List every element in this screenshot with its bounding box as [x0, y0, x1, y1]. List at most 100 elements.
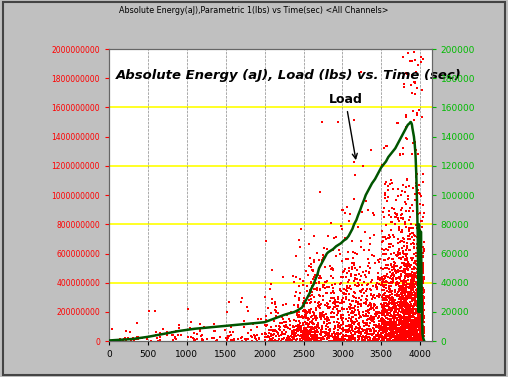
- Point: [413, 291, 421, 297]
- Point: [348, 318, 356, 324]
- Point: [415, 324, 423, 330]
- Point: [316, 293, 325, 299]
- Point: [404, 273, 412, 279]
- Point: [412, 183, 420, 189]
- Point: [347, 336, 356, 342]
- Point: [419, 179, 427, 185]
- Point: [387, 321, 395, 327]
- Point: [359, 319, 367, 325]
- Point: [411, 259, 419, 265]
- Point: [402, 298, 410, 304]
- Point: [388, 319, 396, 325]
- Point: [396, 319, 404, 325]
- Point: [409, 283, 417, 289]
- Point: [385, 336, 393, 342]
- Point: [404, 301, 412, 307]
- Point: [315, 304, 323, 310]
- Point: [408, 306, 417, 312]
- Point: [343, 283, 352, 289]
- Point: [410, 330, 419, 336]
- Point: [413, 286, 421, 292]
- Point: [324, 335, 332, 341]
- Point: [409, 320, 417, 326]
- Point: [389, 186, 397, 192]
- Point: [380, 321, 389, 327]
- Point: [419, 250, 427, 256]
- Point: [405, 336, 413, 342]
- Point: [229, 337, 237, 343]
- Point: [382, 262, 390, 268]
- Point: [410, 303, 419, 309]
- Point: [407, 275, 416, 281]
- Point: [397, 333, 405, 339]
- Point: [229, 329, 237, 336]
- Point: [394, 310, 402, 316]
- Point: [391, 268, 399, 274]
- Point: [416, 326, 424, 332]
- Point: [388, 276, 396, 282]
- Point: [411, 328, 419, 334]
- Point: [407, 317, 416, 323]
- Point: [334, 322, 342, 328]
- Point: [399, 216, 407, 222]
- Point: [397, 335, 405, 341]
- Point: [387, 332, 395, 338]
- Point: [318, 310, 326, 316]
- Point: [397, 287, 405, 293]
- Point: [420, 289, 428, 295]
- Point: [412, 315, 421, 321]
- Point: [407, 295, 415, 301]
- Point: [353, 324, 361, 330]
- Point: [404, 259, 412, 265]
- Point: [415, 319, 423, 325]
- Point: [355, 322, 363, 328]
- Point: [284, 337, 293, 343]
- Point: [417, 302, 425, 308]
- Point: [328, 332, 336, 338]
- Point: [310, 312, 318, 318]
- Point: [302, 332, 310, 338]
- Point: [407, 284, 416, 290]
- Point: [324, 316, 332, 322]
- Point: [411, 326, 419, 333]
- Point: [418, 324, 426, 330]
- Point: [356, 288, 364, 294]
- Point: [416, 300, 424, 306]
- Point: [303, 320, 311, 326]
- Point: [389, 271, 397, 277]
- Point: [394, 289, 402, 295]
- Point: [402, 271, 410, 277]
- Point: [389, 256, 397, 262]
- Point: [292, 327, 300, 333]
- Point: [405, 205, 414, 211]
- Point: [394, 334, 402, 340]
- Point: [395, 336, 403, 342]
- Point: [278, 320, 287, 326]
- Point: [244, 308, 252, 314]
- Point: [377, 322, 386, 328]
- Point: [382, 179, 390, 185]
- Point: [263, 334, 271, 340]
- Point: [396, 315, 404, 321]
- Point: [417, 309, 425, 315]
- Point: [417, 255, 425, 261]
- Point: [419, 171, 427, 177]
- Point: [416, 288, 424, 294]
- Point: [339, 269, 347, 275]
- Point: [410, 302, 418, 308]
- Point: [298, 338, 306, 344]
- Point: [336, 324, 344, 330]
- Point: [406, 306, 414, 312]
- Point: [381, 251, 389, 257]
- Point: [377, 308, 386, 314]
- Point: [414, 322, 422, 328]
- Point: [362, 320, 370, 326]
- Point: [345, 297, 353, 303]
- Point: [397, 305, 405, 311]
- Point: [317, 328, 325, 334]
- Point: [294, 328, 302, 334]
- Point: [392, 252, 400, 258]
- Point: [417, 310, 425, 316]
- Point: [397, 313, 405, 319]
- Point: [271, 299, 279, 305]
